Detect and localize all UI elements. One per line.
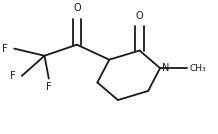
- Text: F: F: [2, 44, 8, 54]
- Text: F: F: [10, 71, 15, 81]
- Text: N: N: [162, 63, 170, 73]
- Text: O: O: [73, 3, 81, 13]
- Text: O: O: [136, 11, 143, 21]
- Text: F: F: [46, 82, 52, 92]
- Text: CH₃: CH₃: [189, 64, 206, 73]
